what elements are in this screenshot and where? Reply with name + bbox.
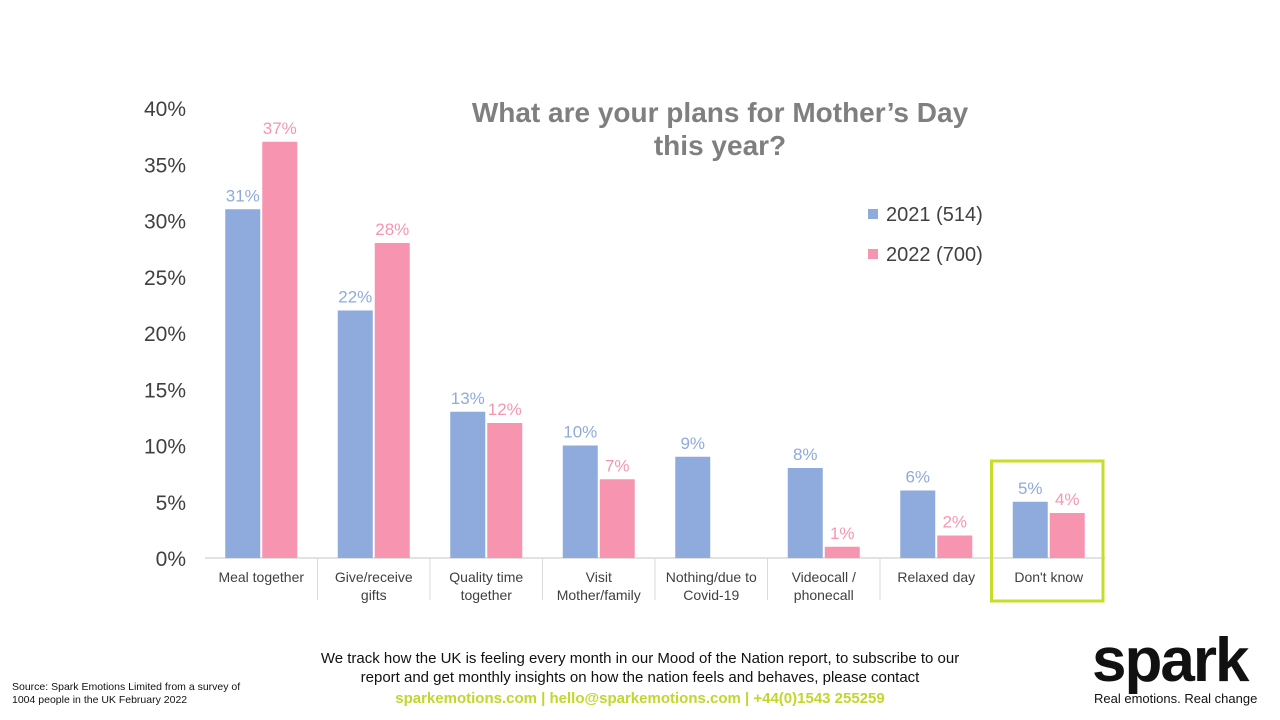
bar-2021	[675, 456, 711, 558]
data-label: 37%	[263, 119, 297, 138]
data-label: 12%	[488, 400, 522, 419]
x-category-label: Give/receive	[335, 569, 413, 585]
chart-title-line-2: this year?	[654, 130, 786, 161]
x-category-label: together	[461, 587, 513, 603]
data-label: 5%	[1018, 479, 1043, 498]
bar-2022	[262, 141, 298, 558]
x-category-label: gifts	[361, 587, 387, 603]
bar-2022	[374, 243, 410, 558]
y-tick-label: 30%	[144, 211, 186, 234]
y-tick-label: 25%	[144, 267, 186, 290]
data-label: 9%	[680, 434, 705, 453]
bar-2021	[337, 310, 373, 558]
x-category-label: Covid-19	[683, 587, 739, 603]
bar-2022	[1049, 513, 1085, 558]
y-tick-label: 0%	[156, 548, 186, 571]
brand-tagline: Real emotions. Real change	[1094, 691, 1258, 706]
data-label: 13%	[451, 389, 485, 408]
x-category-label: Relaxed day	[897, 569, 975, 585]
legend-label: 2022 (700)	[886, 244, 983, 266]
x-category-label: Nothing/due to	[666, 569, 757, 585]
x-category-label: Quality time	[449, 569, 523, 585]
x-category-label: Mother/family	[557, 587, 641, 603]
source-line-1: Source: Spark Emotions Limited from a su…	[12, 681, 241, 693]
data-label: 10%	[563, 423, 597, 442]
bar-2022	[824, 546, 860, 558]
bar-2021	[562, 445, 598, 558]
data-label: 4%	[1055, 490, 1080, 509]
bar-2022	[599, 479, 635, 558]
legend-swatch	[868, 209, 878, 219]
bar-2022	[487, 423, 523, 558]
footer-line-1: We track how the UK is feeling every mon…	[320, 650, 960, 667]
bar-2021	[1012, 501, 1048, 558]
legend-swatch	[868, 249, 878, 259]
x-category-label: Meal together	[218, 569, 304, 585]
y-tick-label: 10%	[144, 436, 186, 459]
bar-2021	[787, 468, 823, 558]
bar-2021	[900, 490, 936, 558]
bar-2021	[225, 209, 261, 558]
source-line-2: 1004 people in the UK February 2022	[12, 694, 188, 706]
bar-2022	[937, 535, 973, 558]
source-note: Source: Spark Emotions Limited from a su…	[12, 681, 272, 707]
contact-info[interactable]: sparkemotions.com | hello@sparkemotions.…	[395, 690, 885, 707]
y-tick-label: 35%	[144, 154, 186, 177]
data-label: 1%	[830, 524, 855, 543]
data-label: 2%	[942, 513, 967, 532]
chart-title-line-1: What are your plans for Mother’s Day	[472, 97, 969, 128]
bar-2021	[450, 411, 486, 558]
data-label: 6%	[905, 468, 930, 487]
y-tick-label: 20%	[144, 323, 186, 346]
legend-label: 2021 (514)	[886, 204, 983, 226]
x-category-label: Don't know	[1014, 569, 1084, 585]
footer-line-2: report and get monthly insights on how t…	[360, 669, 920, 686]
x-category-label: phonecall	[794, 587, 854, 603]
x-category-label: Visit	[586, 569, 612, 585]
highlight-box	[990, 459, 1105, 603]
data-label: 28%	[375, 220, 409, 239]
spark-logo: spark	[1092, 626, 1249, 695]
data-label: 22%	[338, 288, 372, 307]
y-tick-label: 5%	[156, 492, 186, 515]
data-label: 31%	[226, 186, 260, 205]
x-category-label: Videocall /	[792, 569, 856, 585]
y-tick-label: 15%	[144, 379, 186, 402]
data-label: 8%	[793, 445, 818, 464]
bar-chart: What are your plans for Mother’s Daythis…	[144, 97, 1105, 603]
data-label: 7%	[605, 456, 630, 475]
y-tick-label: 40%	[144, 98, 186, 121]
